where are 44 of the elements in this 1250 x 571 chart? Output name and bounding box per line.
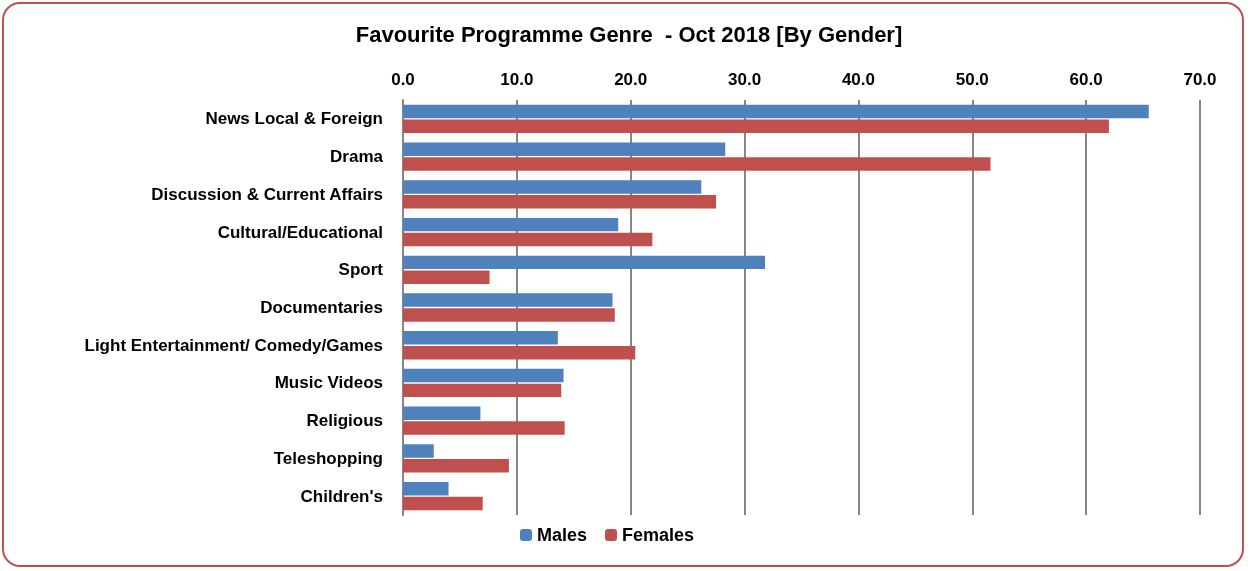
bar [403,255,766,270]
bar [403,459,509,473]
x-tick-label: 50.0 [955,70,989,89]
y-tick-label: Light Entertainment/ Comedy/Games [84,335,383,355]
bar [403,142,726,156]
bar [403,331,558,345]
bar [403,104,1149,119]
y-tick-label: News Local & Foreign [205,109,383,129]
x-tick-label: 30.0 [728,70,762,89]
bar [403,232,653,247]
x-tick-label: 60.0 [1069,70,1103,89]
x-tick-label: 0.0 [391,70,415,89]
x-tick-label: 10.0 [500,70,534,89]
y-tick-label: Children's [300,486,383,506]
bar [403,345,636,360]
bar [403,270,490,284]
x-tick-label: 70.0 [1183,70,1217,89]
bar [403,119,1109,134]
chart-title: Favourite Programme Genre - Oct 2018 [By Gender] [355,21,903,47]
bar [403,293,613,307]
bar [403,308,615,322]
y-tick-label: Teleshopping [273,448,383,468]
x-tick-label: 20.0 [614,70,648,89]
bar [403,368,564,383]
y-tick-label: Discussion & Current Affairs [151,184,383,204]
y-tick-label: Documentaries [260,298,383,317]
bar [403,444,434,458]
bar [403,157,991,171]
legend-label: Males [537,525,588,545]
bar [403,217,619,232]
legend-label: Females [622,525,695,545]
bar [403,194,717,209]
bar [403,180,702,194]
bar [403,481,449,496]
bar [403,383,562,398]
y-tick-label: Music Videos [274,373,383,393]
bar [403,421,565,435]
y-tick-label: Religious [306,411,383,431]
y-tick-label: Sport [338,260,384,280]
x-tick-label: 40.0 [841,70,875,89]
y-tick-label: Drama [330,147,384,167]
bar [403,406,481,421]
bar [403,496,483,511]
y-tick-label: Cultural/Educational [217,222,383,242]
